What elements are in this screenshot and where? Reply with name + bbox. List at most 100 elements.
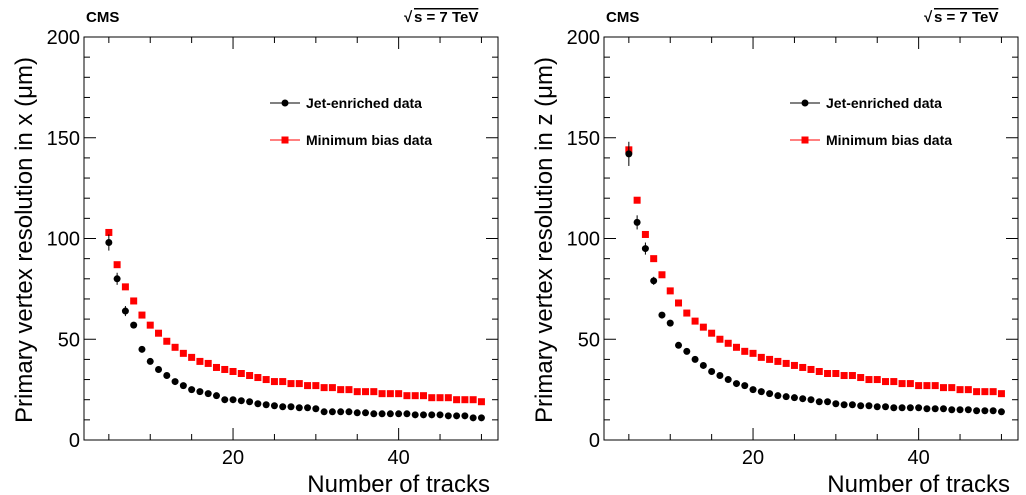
right-jet-point — [658, 311, 666, 319]
left-jet-point — [138, 345, 146, 353]
left-jet-point — [320, 408, 328, 416]
right-experiment-label: CMS — [606, 9, 639, 26]
left-jet-point — [444, 412, 452, 420]
right-jet-point — [824, 398, 832, 406]
right-minbias-point — [774, 357, 782, 365]
right-x-tick-label: 20 — [742, 447, 764, 469]
left-jet-point — [229, 396, 237, 404]
left-series-minimum-bias — [105, 228, 485, 406]
right-jet-point — [898, 404, 906, 412]
right-y-tick-label: 200 — [567, 27, 600, 49]
right-minbias-point — [898, 380, 906, 388]
left-minbias-point — [378, 390, 386, 398]
left-minbias-point — [113, 261, 121, 269]
left-minbias-point — [246, 372, 254, 380]
left-jet-point — [105, 239, 113, 247]
right-jet-point — [882, 403, 890, 411]
left-minbias-point — [419, 392, 427, 400]
right-minbias-point — [641, 230, 649, 238]
left-minbias-point — [262, 376, 270, 384]
left-legend-jet-marker — [281, 99, 289, 107]
left-jet-point — [469, 414, 477, 422]
right-jet-point — [807, 396, 815, 404]
left-minbias-point — [254, 374, 262, 382]
right-jet-point — [948, 406, 956, 414]
right-jet-point — [931, 405, 939, 413]
left-legend-entry-minbias: Minimum bias data — [270, 132, 432, 148]
left-minbias-point — [171, 343, 179, 351]
right-series-jet-enriched — [625, 141, 1005, 416]
left-sqrt-symbol: √ — [404, 9, 413, 26]
left-y-tick-label: 100 — [47, 229, 80, 251]
left-jet-point — [188, 386, 196, 394]
right-minbias-point — [956, 386, 964, 394]
left-jet-point — [461, 412, 469, 420]
right-series-minimum-bias — [625, 146, 1005, 398]
left-jet-point — [428, 411, 436, 419]
right-y-tick-label: 50 — [578, 329, 600, 351]
left-axes: 0 50 100 150 200 20 40 — [47, 27, 499, 469]
left-jet-point — [246, 398, 254, 406]
left-jet-point — [179, 382, 187, 390]
right-legend-entry-minbias: Minimum bias data — [790, 132, 952, 148]
right-jet-point — [774, 392, 782, 400]
right-jet-point — [890, 404, 898, 412]
left-jet-point — [196, 388, 204, 396]
left-minbias-point — [196, 357, 204, 365]
left-legend: Jet-enriched data Minimum bias data — [270, 95, 432, 148]
left-jet-point — [113, 275, 121, 283]
left-jet-point — [287, 403, 295, 411]
right-jet-point — [683, 347, 691, 355]
right-legend-jet-marker — [801, 99, 809, 107]
left-jet-point — [312, 405, 320, 413]
right-minbias-point — [964, 386, 972, 394]
left-jet-point — [279, 403, 287, 411]
right-jet-point — [716, 372, 724, 380]
left-legend-jet-label: Jet-enriched data — [306, 95, 422, 111]
left-legend-entry-jet: Jet-enriched data — [270, 95, 422, 111]
right-jet-point — [782, 393, 790, 401]
right-jet-point — [964, 406, 972, 414]
right-jet-point — [666, 319, 674, 327]
right-legend-jet-label: Jet-enriched data — [826, 95, 942, 111]
right-minbias-point — [790, 361, 798, 369]
left-series-jet-enriched — [105, 234, 485, 422]
left-jet-point — [163, 372, 171, 380]
left-jet-point — [362, 409, 370, 417]
right-minbias-point — [699, 323, 707, 331]
left-jet-point — [295, 404, 303, 412]
left-jet-point — [254, 400, 262, 408]
left-minbias-point — [428, 394, 436, 402]
left-y-tick-label: 200 — [47, 27, 80, 49]
left-minbias-point — [270, 378, 278, 386]
left-minbias-point — [212, 363, 220, 371]
left-minbias-point — [188, 353, 196, 361]
right-minbias-point — [915, 382, 923, 390]
right-minbias-point — [691, 317, 699, 325]
right-minbias-point — [989, 388, 997, 396]
right-jet-point — [708, 367, 716, 375]
left-jet-point — [130, 321, 138, 329]
left-minbias-point — [287, 380, 295, 388]
left-y-tick-label: 50 — [58, 329, 80, 351]
left-jet-point — [345, 408, 353, 416]
right-minbias-point — [666, 287, 674, 295]
left-jet-point — [121, 307, 129, 315]
left-minbias-point — [320, 384, 328, 392]
right-jet-point — [857, 402, 865, 410]
right-jet-point — [699, 361, 707, 369]
right-jet-point — [732, 380, 740, 388]
right-jet-point — [989, 407, 997, 415]
right-jet-point — [906, 404, 914, 412]
left-legend-minbias-label: Minimum bias data — [306, 132, 432, 148]
right-jet-point — [675, 341, 683, 349]
left-jet-point — [212, 392, 220, 400]
left-minbias-point — [353, 388, 361, 396]
right-minbias-point — [749, 349, 757, 357]
right-axes: 0 50 100 150 200 20 40 — [567, 27, 1019, 469]
left-minbias-point — [386, 390, 394, 398]
right-minbias-point — [890, 378, 898, 386]
left-minbias-point — [312, 382, 320, 390]
right-jet-point — [840, 401, 848, 409]
